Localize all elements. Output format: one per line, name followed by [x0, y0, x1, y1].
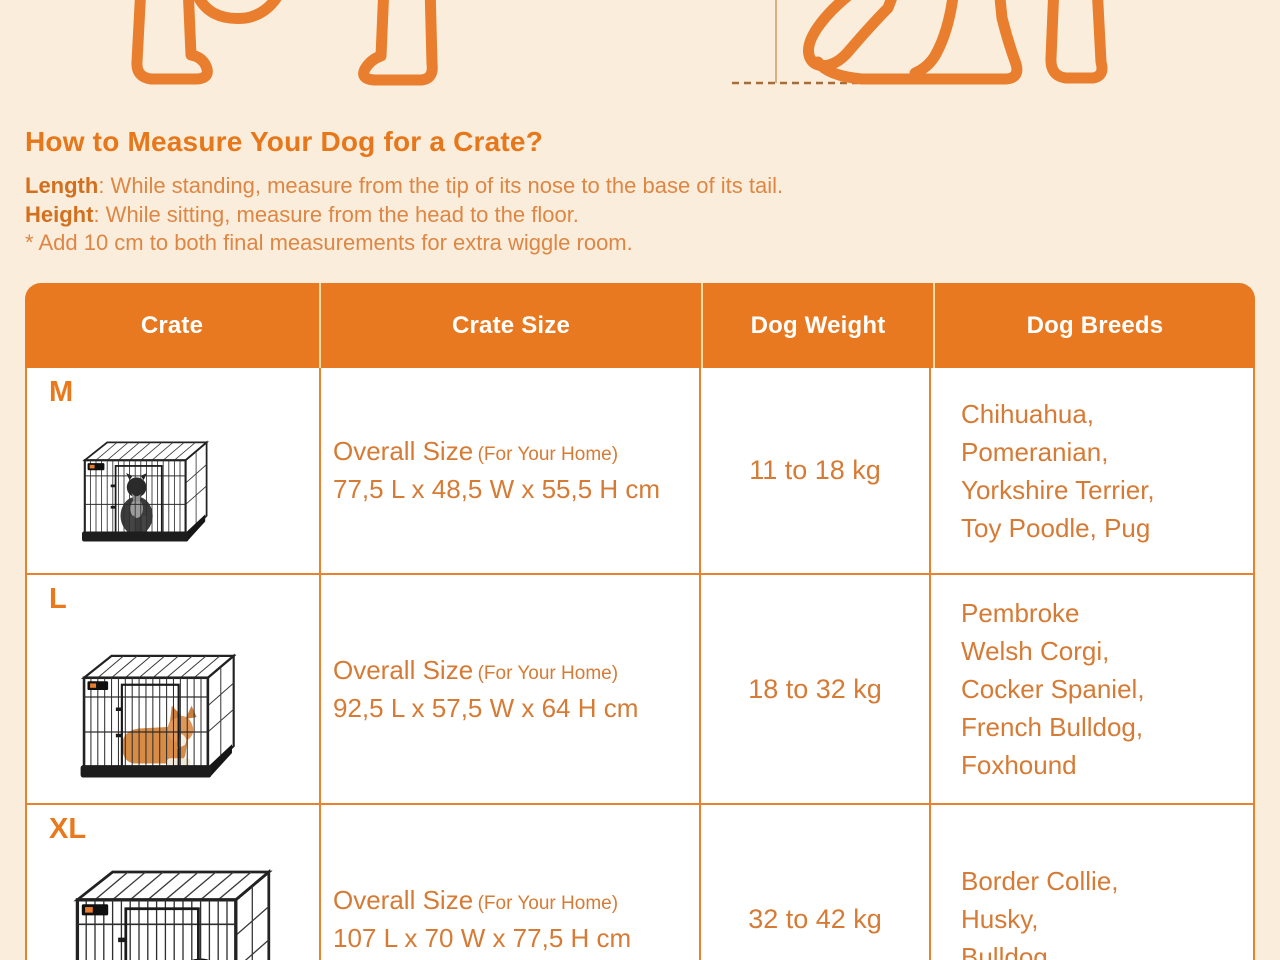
measure-instruction-length: Length: While standing, measure from the…: [25, 173, 783, 199]
schnauzer-dog: [120, 473, 153, 536]
table-body: M Overall Size (For Your Home) 77,5 L x …: [25, 368, 1255, 960]
dog-measure-illustration: [131, 0, 1108, 86]
crate-photo-l: [78, 654, 236, 780]
height-text: : While sitting, measure from the head t…: [93, 202, 579, 227]
sitting-dog-outline: [803, 0, 1108, 85]
weight-cell-l: 18 to 32 kg: [699, 575, 929, 803]
crate-size-label-l: L: [49, 583, 67, 615]
for-your-home-note: (For Your Home): [477, 892, 619, 914]
crate-size-label-xl: XL: [49, 813, 87, 845]
breeds-cell-xl: Border Collie, Husky, Bulldog: [929, 805, 1253, 960]
header-cell-weight: Dog Weight: [701, 283, 933, 368]
weight-cell-m: 11 to 18 kg: [699, 368, 929, 573]
for-your-home-note: (For Your Home): [477, 444, 619, 465]
size-line-xl: Overall Size (For Your Home): [333, 885, 699, 916]
header-cell-breeds: Dog Breeds: [933, 283, 1255, 368]
header-cell-crate: Crate: [140, 311, 204, 339]
size-cell-xl: Overall Size (For Your Home) 107 L x 70 …: [319, 805, 699, 960]
measure-instruction-height: Height: While sitting, measure from the …: [25, 202, 579, 228]
weight-cell-xl: 32 to 42 kg: [699, 805, 929, 960]
table-row-xl: XL Overall Size (For Your Home) 107 L x …: [27, 803, 1253, 960]
for-your-home-note: (For Your Home): [477, 662, 619, 684]
section-title: How to Measure Your Dog for a Crate?: [25, 126, 544, 157]
size-chart-table: Crate Crate Size Dog Weight Dog Breeds M…: [25, 283, 1255, 960]
breeds-cell-l: Pembroke Welsh Corgi, Cocker Spaniel, Fr…: [929, 575, 1253, 803]
measure-note: * Add 10 cm to both final measurements f…: [25, 230, 633, 255]
length-text: : While standing, measure from the tip o…: [98, 173, 784, 198]
crate-cell-xl: XL: [27, 805, 319, 960]
table-header-row: Crate Crate Size Dog Weight Dog Breeds: [25, 283, 1255, 368]
overall-size-label: Overall Size: [333, 654, 474, 685]
crate-size-label-m: M: [49, 376, 74, 408]
table-row-l: L Overall Size (For Your Home) 92,5 L x …: [27, 573, 1253, 803]
overall-size-label: Overall Size: [333, 884, 474, 915]
size-line-m: Overall Size (For Your Home): [333, 436, 699, 467]
crate-cell-m: M: [27, 368, 319, 573]
overall-size-label: Overall Size: [333, 436, 474, 466]
header-cell-size: Crate Size: [319, 283, 701, 368]
size-value-m: 77,5 L x 48,5 W x 55,5 H cm: [333, 474, 661, 504]
breeds-cell-m: Chihuahua, Pomeranian, Yorkshire Terrier…: [929, 368, 1253, 573]
size-cell-l: Overall Size (For Your Home) 92,5 L x 57…: [319, 575, 699, 803]
crate-photo-xl: [62, 862, 282, 960]
crate-photo-m: [80, 440, 209, 543]
size-value-l: 92,5 L x 57,5 W x 64 H cm: [333, 692, 639, 723]
size-line-l: Overall Size (For Your Home): [333, 655, 699, 686]
crate-cell-l: L: [27, 575, 319, 803]
size-value-xl: 107 L x 70 W x 77,5 H cm: [333, 922, 632, 953]
length-label: Length: [25, 173, 99, 198]
size-cell-m: Overall Size (For Your Home) 77,5 L x 48…: [319, 368, 699, 573]
standing-dog-outline: [131, 0, 438, 86]
table-row-m: M Overall Size (For Your Home) 77,5 L x …: [27, 368, 1253, 573]
height-label: Height: [25, 202, 94, 227]
